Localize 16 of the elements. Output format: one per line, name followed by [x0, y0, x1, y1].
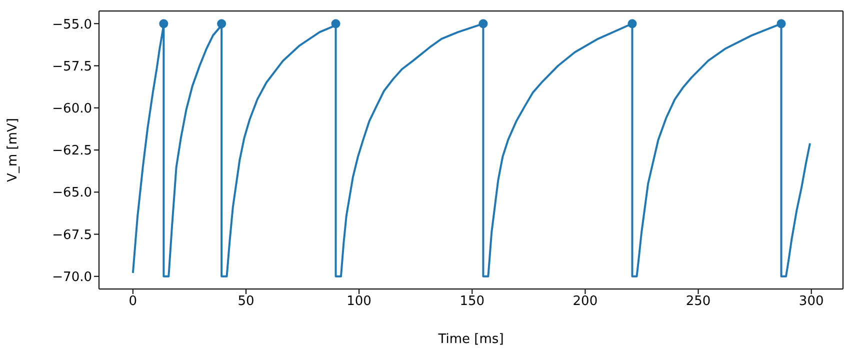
y-tick-label: −67.5 — [52, 228, 92, 243]
y-tick-label: −70.0 — [52, 270, 92, 285]
x-tick-label: 150 — [460, 294, 485, 310]
y-tick-label: −62.5 — [52, 144, 92, 159]
x-tick-label: 50 — [238, 294, 254, 310]
x-tick-label: 0 — [128, 294, 138, 310]
x-tick-label: 250 — [686, 294, 711, 310]
y-tick-label: −65.0 — [52, 186, 92, 201]
x-tick-label: 100 — [346, 294, 372, 310]
y-tick-label: −57.5 — [52, 59, 92, 74]
x-tick-label: 200 — [572, 294, 598, 310]
y-axis-title: V_m [mV] — [6, 118, 21, 182]
x-axis-title: Time [ms] — [437, 332, 504, 347]
y-tick-label: −60.0 — [52, 101, 92, 116]
y-tick-label: −55.0 — [52, 17, 92, 32]
x-tick-label: 300 — [798, 294, 824, 310]
